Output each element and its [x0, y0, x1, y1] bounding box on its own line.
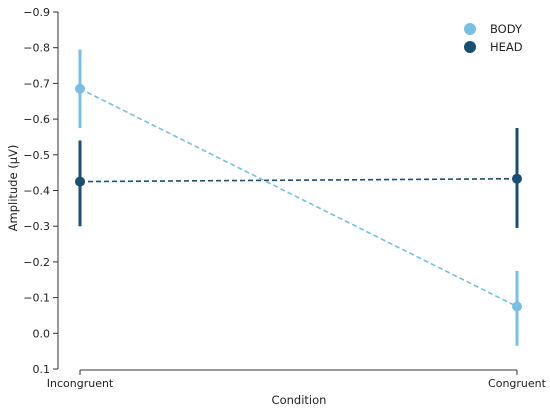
x-axis-title: Condition	[272, 393, 327, 407]
y-tick-label: −0.3	[23, 220, 50, 233]
y-axis-title: Amplitude (μV)	[6, 145, 20, 232]
legend-label: BODY	[490, 22, 523, 36]
series-line	[79, 177, 518, 183]
y-tick-label: −0.6	[23, 113, 50, 126]
x-axis: Incongruent Congruent	[47, 369, 547, 390]
y-tick-label: 0.1	[33, 363, 51, 376]
y-tick-label: −0.4	[23, 185, 50, 198]
y-axis: 0.1 0.0 −0.1 −0.2 −0.3 −0.4 −0.5 −0.6 −0.7 −0.8 −0…	[23, 6, 59, 376]
y-tick-label: −0.1	[23, 292, 50, 305]
data-point	[512, 173, 522, 184]
x-tick-label: Congruent	[488, 377, 547, 390]
legend-marker	[464, 23, 476, 35]
legend-marker	[464, 41, 476, 53]
y-tick-label: −0.2	[23, 256, 50, 269]
data-point	[75, 176, 85, 187]
plot-area	[75, 49, 522, 346]
x-tick-label: Incongruent	[47, 377, 114, 390]
data-point	[75, 83, 85, 94]
y-tick-label: −0.9	[23, 6, 50, 19]
data-point	[512, 301, 522, 312]
legend-label: HEAD	[490, 40, 523, 54]
series-head	[75, 128, 522, 228]
legend: BODY HEAD	[464, 22, 523, 54]
y-tick-label: −0.8	[23, 42, 50, 55]
y-tick-label: 0.0	[33, 327, 51, 340]
series-body	[75, 49, 522, 346]
y-tick-label: −0.5	[23, 149, 50, 162]
series-line	[79, 88, 518, 308]
y-tick-label: −0.7	[23, 77, 50, 90]
